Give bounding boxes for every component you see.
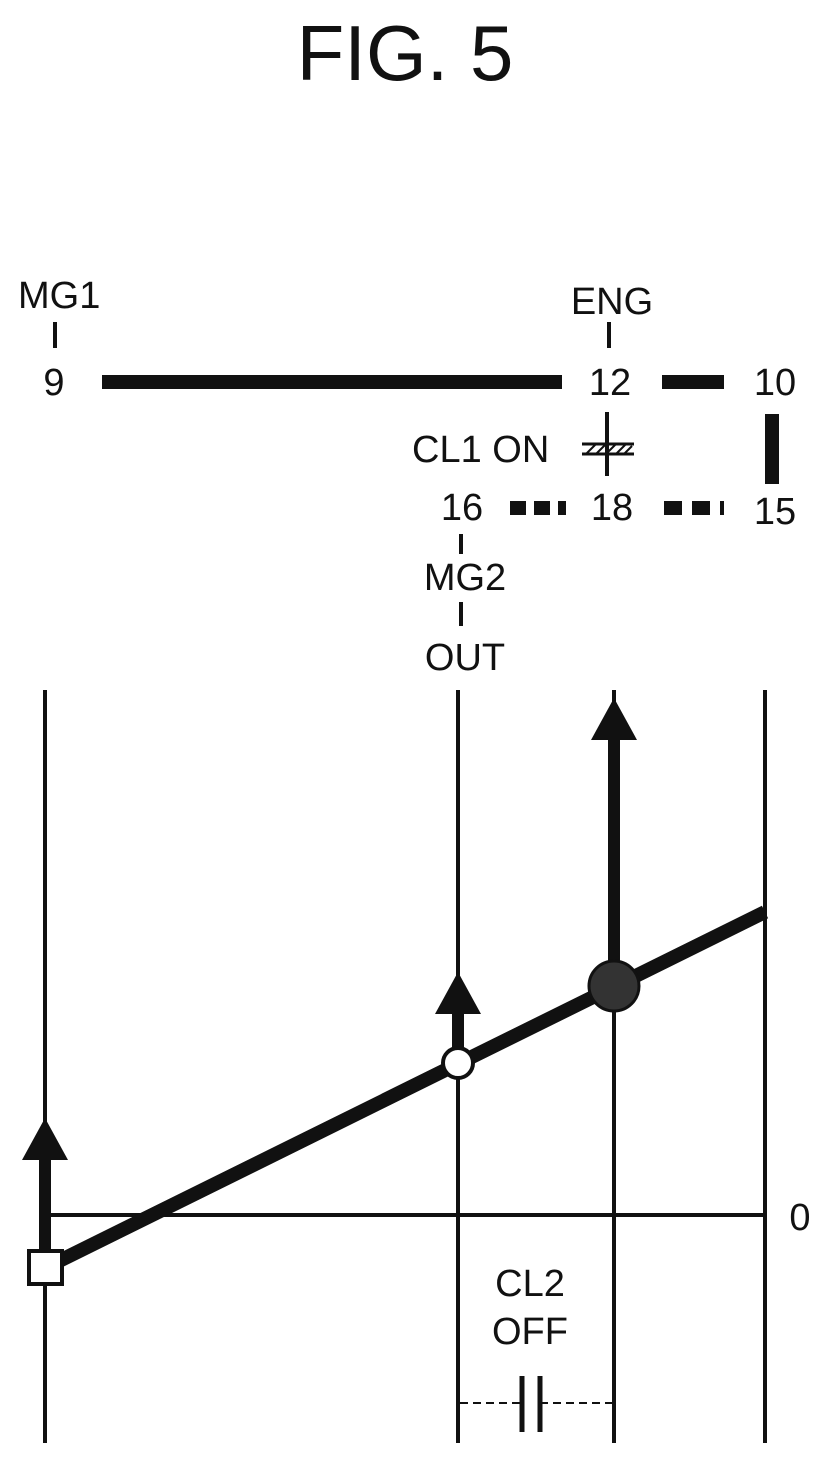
clutch1-label: CL1 ON <box>412 429 549 471</box>
clutch1-engaged-symbol <box>582 412 634 476</box>
node-12-label: 12 <box>589 362 631 404</box>
connection-diagram: MG1 9 ENG 12 10 CL1 ON 16 18 15 MG2 O <box>18 275 796 679</box>
mg1-torque-arrow <box>22 1118 68 1268</box>
engine-torque-arrow <box>591 698 637 985</box>
node-18-label: 18 <box>591 487 633 529</box>
node-16-label: 16 <box>441 487 483 529</box>
zero-label: 0 <box>789 1197 810 1239</box>
mg2-operating-point <box>441 1046 475 1080</box>
out-label: OUT <box>425 637 505 679</box>
mg2-label: MG2 <box>424 557 506 599</box>
clutch2-released-symbol <box>460 1376 612 1432</box>
nomograph: 0 CL2 OFF <box>22 690 811 1443</box>
node-10-label: 10 <box>754 362 796 404</box>
figure-title: FIG. 5 <box>297 9 514 97</box>
engine-operating-point <box>587 959 641 1013</box>
clutch2-label-line2: OFF <box>492 1311 568 1353</box>
clutch2-label-line1: CL2 <box>495 1263 565 1305</box>
eng-label: ENG <box>571 281 653 323</box>
mg1-operating-point <box>27 1249 64 1286</box>
collinear-line <box>41 905 769 1275</box>
node-15-label: 15 <box>754 491 796 533</box>
node-9-label: 9 <box>43 362 64 404</box>
mg1-label: MG1 <box>18 275 100 317</box>
